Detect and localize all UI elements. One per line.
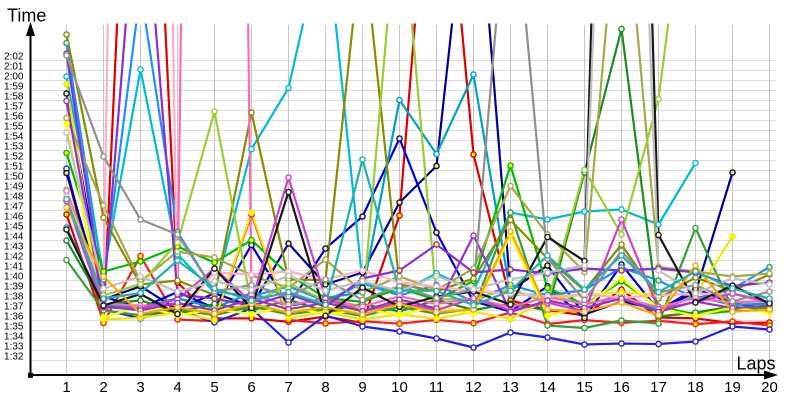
- svg-text:13: 13: [502, 379, 519, 396]
- svg-text:15: 15: [576, 379, 593, 396]
- svg-text:Time: Time: [7, 6, 46, 26]
- svg-text:16: 16: [613, 379, 630, 396]
- svg-text:1: 1: [62, 379, 70, 396]
- svg-text:1:36: 1:36: [4, 311, 24, 322]
- svg-text:1:57: 1:57: [4, 101, 24, 112]
- svg-text:1:56: 1:56: [4, 111, 24, 122]
- svg-text:1:54: 1:54: [4, 131, 24, 142]
- svg-text:10: 10: [391, 379, 408, 396]
- svg-text:1:47: 1:47: [4, 201, 24, 212]
- svg-text:1:49: 1:49: [4, 181, 24, 192]
- svg-text:12: 12: [465, 379, 482, 396]
- svg-text:6: 6: [247, 379, 255, 396]
- svg-text:2: 2: [99, 379, 107, 396]
- svg-text:Laps: Laps: [736, 354, 775, 374]
- svg-text:1:34: 1:34: [4, 331, 24, 342]
- svg-text:18: 18: [687, 379, 704, 396]
- svg-text:5: 5: [210, 379, 218, 396]
- svg-text:17: 17: [650, 379, 667, 396]
- svg-text:14: 14: [539, 379, 556, 396]
- svg-text:1:52: 1:52: [4, 151, 24, 162]
- svg-text:1:53: 1:53: [4, 141, 24, 152]
- svg-text:1:37: 1:37: [4, 301, 24, 312]
- svg-text:1:32: 1:32: [4, 351, 24, 362]
- svg-text:2:00: 2:00: [4, 71, 24, 82]
- svg-text:9: 9: [358, 379, 366, 396]
- svg-text:8: 8: [321, 379, 329, 396]
- svg-text:1:48: 1:48: [4, 191, 24, 202]
- svg-text:1:46: 1:46: [4, 211, 24, 222]
- svg-text:4: 4: [173, 379, 181, 396]
- svg-text:2:01: 2:01: [4, 61, 24, 72]
- svg-text:1:38: 1:38: [4, 291, 24, 302]
- svg-text:19: 19: [724, 379, 741, 396]
- svg-text:1:42: 1:42: [4, 251, 24, 262]
- svg-text:3: 3: [136, 379, 144, 396]
- svg-text:1:51: 1:51: [4, 161, 24, 172]
- svg-text:1:45: 1:45: [4, 221, 24, 232]
- svg-text:1:50: 1:50: [4, 171, 24, 182]
- svg-text:20: 20: [761, 379, 778, 396]
- svg-text:2:02: 2:02: [4, 51, 24, 62]
- svg-text:1:39: 1:39: [4, 281, 24, 292]
- svg-text:11: 11: [429, 379, 445, 396]
- svg-text:1:58: 1:58: [4, 91, 24, 102]
- svg-text:1:33: 1:33: [4, 341, 24, 352]
- svg-text:1:40: 1:40: [4, 271, 24, 282]
- svg-text:1:44: 1:44: [4, 231, 24, 242]
- svg-text:7: 7: [284, 379, 292, 396]
- svg-text:1:59: 1:59: [4, 81, 24, 92]
- svg-text:1:41: 1:41: [4, 261, 24, 272]
- svg-text:1:55: 1:55: [4, 121, 24, 132]
- svg-text:1:43: 1:43: [4, 241, 24, 252]
- svg-text:1:35: 1:35: [4, 321, 24, 332]
